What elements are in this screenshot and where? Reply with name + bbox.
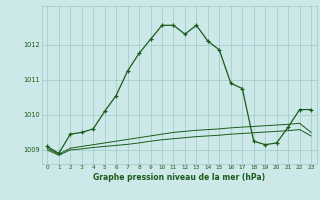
X-axis label: Graphe pression niveau de la mer (hPa): Graphe pression niveau de la mer (hPa): [93, 173, 265, 182]
